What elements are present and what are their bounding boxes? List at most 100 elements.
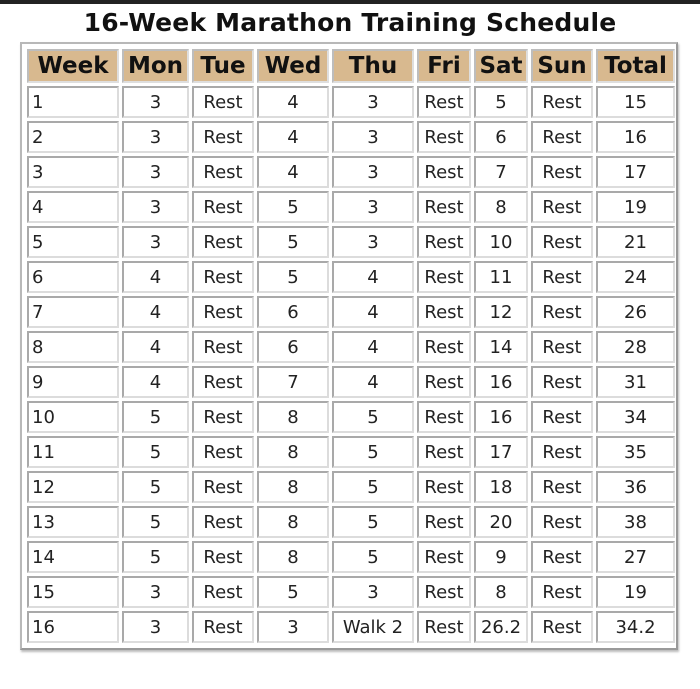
cell-week: 6 <box>27 261 119 293</box>
table-row: 7 4 Rest 6 4 Rest 12 Rest 26 <box>27 296 675 328</box>
column-header-sun: Sun <box>531 49 593 83</box>
cell-total: 15 <box>596 86 675 118</box>
cell-fri: Rest <box>417 261 471 293</box>
cell-tue: Rest <box>192 401 254 433</box>
cell-thu: 4 <box>332 331 414 363</box>
cell-fri: Rest <box>417 156 471 188</box>
cell-thu: 3 <box>332 121 414 153</box>
cell-sun: Rest <box>531 436 593 468</box>
cell-tue: Rest <box>192 156 254 188</box>
cell-mon: 3 <box>122 191 189 223</box>
cell-fri: Rest <box>417 541 471 573</box>
cell-mon: 5 <box>122 506 189 538</box>
cell-wed: 6 <box>257 296 329 328</box>
table-row: 4 3 Rest 5 3 Rest 8 Rest 19 <box>27 191 675 223</box>
cell-fri: Rest <box>417 226 471 258</box>
cell-week: 7 <box>27 296 119 328</box>
cell-thu: 3 <box>332 576 414 608</box>
cell-week: 3 <box>27 156 119 188</box>
cell-mon: 4 <box>122 331 189 363</box>
table-row: 16 3 Rest 3 Walk 2 Rest 26.2 Rest 34.2 <box>27 611 675 643</box>
cell-total: 34 <box>596 401 675 433</box>
cell-fri: Rest <box>417 121 471 153</box>
cell-wed: 8 <box>257 541 329 573</box>
cell-week: 14 <box>27 541 119 573</box>
cell-fri: Rest <box>417 331 471 363</box>
table-row: 9 4 Rest 7 4 Rest 16 Rest 31 <box>27 366 675 398</box>
cell-mon: 5 <box>122 436 189 468</box>
cell-thu: 5 <box>332 401 414 433</box>
cell-mon: 5 <box>122 471 189 503</box>
cell-tue: Rest <box>192 121 254 153</box>
cell-thu: 4 <box>332 296 414 328</box>
table-row: 2 3 Rest 4 3 Rest 6 Rest 16 <box>27 121 675 153</box>
cell-tue: Rest <box>192 366 254 398</box>
cell-tue: Rest <box>192 436 254 468</box>
table-row: 12 5 Rest 8 5 Rest 18 Rest 36 <box>27 471 675 503</box>
cell-week: 5 <box>27 226 119 258</box>
cell-tue: Rest <box>192 506 254 538</box>
cell-sun: Rest <box>531 331 593 363</box>
cell-tue: Rest <box>192 296 254 328</box>
top-border <box>0 0 700 4</box>
cell-total: 35 <box>596 436 675 468</box>
cell-fri: Rest <box>417 611 471 643</box>
cell-total: 36 <box>596 471 675 503</box>
cell-week: 11 <box>27 436 119 468</box>
cell-total: 19 <box>596 191 675 223</box>
cell-total: 34.2 <box>596 611 675 643</box>
cell-week: 9 <box>27 366 119 398</box>
schedule-table-container: Week Mon Tue Wed Thu Fri Sat Sun Total 1 3 Rest 4 3 R… <box>20 42 678 650</box>
cell-fri: Rest <box>417 576 471 608</box>
cell-sat: 16 <box>474 401 528 433</box>
cell-thu: 5 <box>332 436 414 468</box>
cell-week: 1 <box>27 86 119 118</box>
cell-sun: Rest <box>531 121 593 153</box>
cell-fri: Rest <box>417 471 471 503</box>
cell-tue: Rest <box>192 226 254 258</box>
cell-week: 12 <box>27 471 119 503</box>
cell-total: 26 <box>596 296 675 328</box>
cell-fri: Rest <box>417 366 471 398</box>
cell-mon: 3 <box>122 576 189 608</box>
cell-mon: 4 <box>122 296 189 328</box>
cell-total: 31 <box>596 366 675 398</box>
cell-mon: 3 <box>122 86 189 118</box>
table-row: 11 5 Rest 8 5 Rest 17 Rest 35 <box>27 436 675 468</box>
table-row: 5 3 Rest 5 3 Rest 10 Rest 21 <box>27 226 675 258</box>
cell-wed: 4 <box>257 156 329 188</box>
cell-week: 4 <box>27 191 119 223</box>
cell-wed: 8 <box>257 436 329 468</box>
cell-wed: 4 <box>257 86 329 118</box>
cell-fri: Rest <box>417 401 471 433</box>
column-header-week: Week <box>27 49 119 83</box>
cell-sat: 11 <box>474 261 528 293</box>
cell-total: 21 <box>596 226 675 258</box>
cell-sat: 6 <box>474 121 528 153</box>
cell-thu: 3 <box>332 86 414 118</box>
cell-total: 17 <box>596 156 675 188</box>
cell-sun: Rest <box>531 156 593 188</box>
column-header-thu: Thu <box>332 49 414 83</box>
table-row: 15 3 Rest 5 3 Rest 8 Rest 19 <box>27 576 675 608</box>
cell-wed: 7 <box>257 366 329 398</box>
cell-total: 38 <box>596 506 675 538</box>
table-row: 1 3 Rest 4 3 Rest 5 Rest 15 <box>27 86 675 118</box>
cell-sun: Rest <box>531 576 593 608</box>
cell-mon: 4 <box>122 366 189 398</box>
cell-thu: 4 <box>332 261 414 293</box>
cell-sat: 17 <box>474 436 528 468</box>
cell-thu: 5 <box>332 471 414 503</box>
cell-wed: 8 <box>257 506 329 538</box>
cell-fri: Rest <box>417 86 471 118</box>
cell-fri: Rest <box>417 296 471 328</box>
cell-sun: Rest <box>531 506 593 538</box>
cell-sat: 16 <box>474 366 528 398</box>
cell-fri: Rest <box>417 506 471 538</box>
column-header-mon: Mon <box>122 49 189 83</box>
cell-mon: 3 <box>122 226 189 258</box>
cell-tue: Rest <box>192 261 254 293</box>
table-row: 14 5 Rest 8 5 Rest 9 Rest 27 <box>27 541 675 573</box>
cell-tue: Rest <box>192 191 254 223</box>
cell-sat: 18 <box>474 471 528 503</box>
